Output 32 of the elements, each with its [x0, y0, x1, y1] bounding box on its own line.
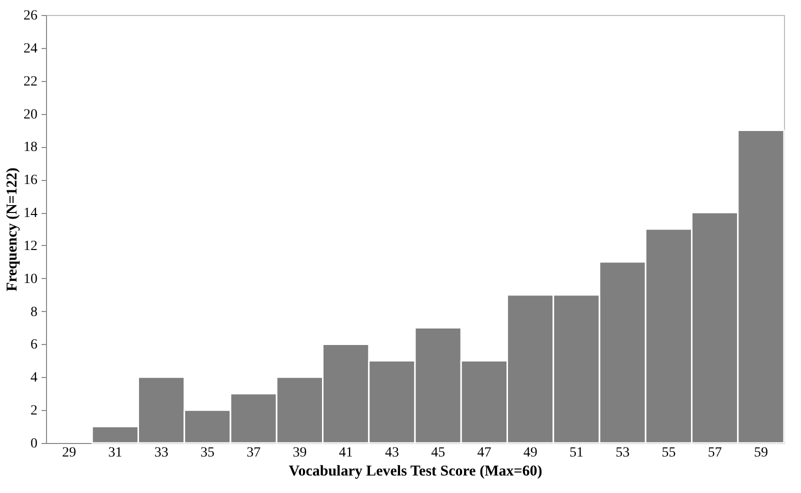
x-axis-title: Vocabulary Levels Test Score (Max=60) — [288, 464, 542, 480]
x-tick-label: 47 — [477, 446, 492, 460]
y-tick-label: 4 — [30, 370, 38, 386]
y-tick-label: 22 — [24, 74, 38, 90]
x-tick-label: 35 — [200, 446, 214, 460]
x-tick-label: 43 — [384, 446, 399, 460]
y-tick-label: 6 — [30, 338, 38, 353]
y-tick-label: 18 — [24, 140, 38, 156]
x-tick-label: 37 — [246, 446, 261, 460]
x-tick-label: 29 — [62, 446, 76, 460]
x-tick-label: 49 — [523, 446, 538, 460]
x-tick-label: 33 — [154, 446, 168, 460]
x-tick-label: 55 — [662, 446, 676, 460]
x-tick-label: 53 — [616, 446, 630, 460]
y-tick-label: 8 — [30, 304, 38, 320]
y-tick-label: 26 — [24, 8, 38, 24]
y-tick-label: 16 — [24, 173, 38, 188]
y-tick-label: 14 — [24, 206, 38, 222]
x-tick-label: 59 — [754, 446, 768, 460]
y-tick-label: 24 — [24, 41, 38, 56]
y-tick-label: 2 — [30, 404, 38, 419]
x-tick-label: 57 — [708, 446, 722, 460]
x-tick-label: 31 — [108, 446, 122, 460]
y-tick-label: 20 — [24, 107, 38, 122]
y-tick-label: 12 — [24, 238, 38, 254]
x-tick-label: 41 — [338, 446, 353, 460]
y-tick-label: 0 — [30, 436, 38, 452]
x-tick-label: 51 — [569, 446, 584, 460]
x-tick-label: 39 — [292, 446, 307, 460]
x-tick-label: 45 — [431, 446, 446, 460]
y-tick-label: 10 — [24, 272, 38, 287]
y-axis-title: Frequency (N=122) — [4, 168, 20, 292]
